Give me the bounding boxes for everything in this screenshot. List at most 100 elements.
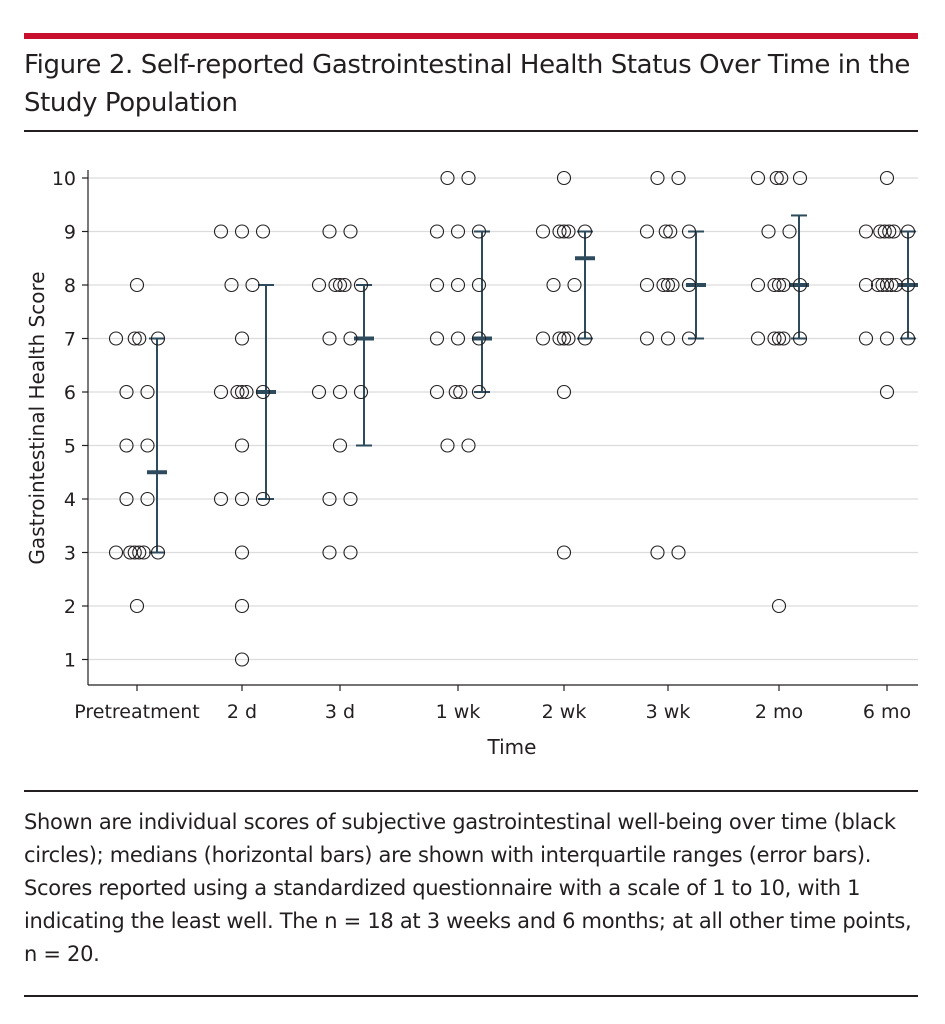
score-point bbox=[353, 384, 369, 400]
score-point bbox=[140, 491, 155, 507]
score-point bbox=[461, 438, 476, 453]
y-tick-label-3: 3 bbox=[64, 543, 76, 565]
score-point bbox=[353, 277, 369, 293]
score-point bbox=[681, 331, 697, 346]
score-point bbox=[882, 224, 897, 239]
score-point bbox=[132, 545, 147, 560]
score-point bbox=[792, 331, 808, 346]
score-point bbox=[119, 491, 134, 507]
score-point bbox=[658, 224, 673, 239]
y-tick-label-1: 1 bbox=[64, 650, 76, 672]
caption-divider-bottom bbox=[24, 995, 918, 997]
y-tick-label-4: 4 bbox=[64, 489, 76, 511]
score-point bbox=[660, 277, 676, 293]
x-tick-label-1: 2 d bbox=[227, 701, 257, 723]
score-point bbox=[792, 170, 808, 186]
x-axis-title: Time bbox=[487, 735, 537, 759]
score-point bbox=[750, 331, 766, 346]
score-point bbox=[577, 224, 593, 239]
score-point bbox=[322, 224, 337, 239]
score-point bbox=[879, 277, 895, 293]
score-point bbox=[535, 331, 551, 346]
score-point bbox=[332, 438, 348, 453]
score-point bbox=[213, 384, 229, 400]
x-tick-label-4: 2 wk bbox=[542, 701, 587, 723]
score-point bbox=[858, 224, 874, 239]
score-point bbox=[471, 224, 487, 239]
score-point bbox=[556, 224, 572, 239]
score-point bbox=[546, 277, 561, 293]
score-point bbox=[650, 170, 665, 186]
score-point bbox=[129, 598, 145, 614]
score-point bbox=[255, 491, 271, 507]
score-point bbox=[322, 331, 337, 346]
score-point bbox=[771, 598, 787, 614]
score-point bbox=[429, 277, 445, 293]
accent-rule bbox=[24, 33, 918, 39]
score-point bbox=[132, 331, 147, 346]
score-point bbox=[535, 224, 551, 239]
score-point bbox=[767, 277, 782, 293]
score-point bbox=[900, 331, 916, 346]
score-point bbox=[119, 438, 134, 453]
score-point bbox=[234, 331, 250, 346]
score-point bbox=[450, 277, 466, 293]
score-point bbox=[127, 545, 142, 560]
y-tick-label-5: 5 bbox=[64, 436, 76, 458]
title-divider bbox=[24, 130, 918, 132]
score-point bbox=[461, 170, 476, 186]
score-point bbox=[450, 224, 466, 239]
x-tick-label-5: 3 wk bbox=[646, 701, 691, 723]
score-point bbox=[448, 384, 463, 400]
score-point bbox=[771, 277, 787, 293]
y-tick-label-9: 9 bbox=[64, 222, 76, 244]
score-point bbox=[561, 224, 576, 239]
score-point bbox=[767, 331, 782, 346]
score-point bbox=[681, 224, 697, 239]
score-point bbox=[230, 384, 245, 400]
score-point bbox=[429, 331, 445, 346]
score-point bbox=[322, 491, 337, 507]
score-point bbox=[782, 224, 797, 239]
score-point bbox=[255, 384, 271, 400]
score-point bbox=[776, 331, 791, 346]
x-tick-label-0: Pretreatment bbox=[74, 701, 200, 723]
score-point bbox=[234, 438, 250, 453]
score-point bbox=[639, 331, 655, 346]
score-point bbox=[150, 545, 166, 560]
score-point bbox=[761, 224, 776, 239]
score-point bbox=[769, 170, 784, 186]
score-point bbox=[656, 277, 671, 293]
figure-title: Figure 2. Self-reported Gastrointestinal… bbox=[24, 50, 911, 118]
score-point bbox=[234, 224, 250, 239]
score-point bbox=[136, 545, 151, 560]
score-point bbox=[239, 384, 254, 400]
score-point bbox=[858, 331, 874, 346]
score-point bbox=[224, 277, 239, 293]
score-points bbox=[108, 170, 916, 667]
score-point bbox=[556, 384, 572, 400]
score-point bbox=[311, 277, 327, 293]
score-point bbox=[343, 491, 358, 507]
score-point bbox=[255, 224, 271, 239]
score-point bbox=[639, 224, 655, 239]
score-point bbox=[337, 277, 352, 293]
score-point bbox=[234, 598, 250, 614]
score-point bbox=[140, 384, 155, 400]
score-point bbox=[471, 384, 487, 400]
x-tick-label-7: 6 mo bbox=[863, 701, 911, 723]
score-point bbox=[471, 277, 487, 293]
score-point bbox=[129, 277, 145, 293]
score-point bbox=[577, 331, 593, 346]
gi-health-scatter-chart: 1 2 3 4 5 6 7 8 9 10 Pretreatment 2 d 3 d 1 wk 2 wk 3 w… bbox=[25, 168, 918, 759]
y-tick-label-2: 2 bbox=[64, 596, 76, 618]
score-point bbox=[650, 545, 665, 560]
score-point bbox=[879, 170, 895, 186]
score-point bbox=[552, 224, 567, 239]
score-point bbox=[213, 224, 229, 239]
x-tick-label-2: 3 d bbox=[325, 701, 355, 723]
score-point bbox=[567, 277, 582, 293]
score-point bbox=[792, 277, 808, 293]
score-point bbox=[671, 545, 686, 560]
y-tick-label-7: 7 bbox=[64, 329, 76, 351]
